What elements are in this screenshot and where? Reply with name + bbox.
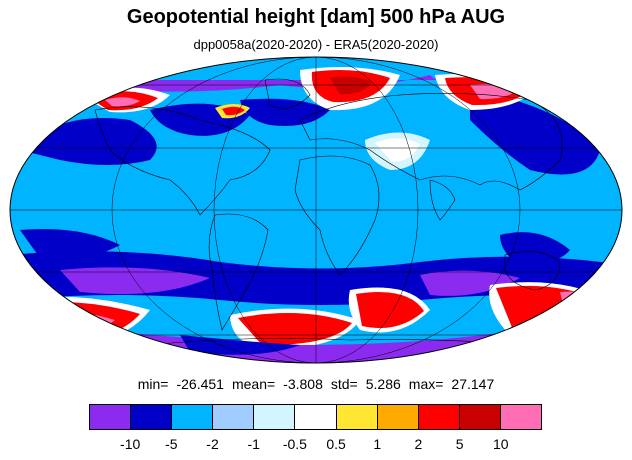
stat-min-label: min= [137, 376, 169, 392]
coastline-eurasia [299, 93, 563, 191]
anomaly-region-alaska-high-peak [105, 97, 140, 107]
map-subtitle: dpp0058a(2020-2020) - ERA5(2020-2020) [193, 37, 439, 52]
colorbar-swatch-0 [90, 405, 132, 429]
globe-outline [9, 56, 623, 364]
stat-min-value: -26.451 [176, 376, 224, 392]
stat-mean-value: -3.808 [283, 376, 323, 392]
colorbar-swatch-2 [172, 405, 214, 429]
anomaly-region-eurasia-low [470, 90, 600, 175]
colorbar [89, 404, 542, 430]
statistics-line: min= -26.451 mean= -3.808 std= 5.286 max= 27.14… [0, 376, 632, 392]
stat-std-value: 5.286 [365, 376, 401, 392]
anomaly-region-n-atlantic-low [240, 98, 330, 126]
coastline-north-america [94, 106, 271, 216]
coastline-greenland [264, 78, 311, 109]
coastline-india [429, 179, 456, 221]
anomaly-region-antarctic-low-core [180, 335, 300, 355]
colorbar-swatch-7 [377, 405, 419, 429]
colorbar-tick-labels: -10 -5 -2 -1 -0.5 0.5 1 2 5 10 [89, 436, 542, 456]
coastline-africa [294, 155, 380, 276]
colorbar-tick-label: -0.5 [282, 436, 307, 452]
stat-std-label: std= [330, 376, 358, 392]
colorbar-tick-label: 10 [493, 436, 509, 452]
colorbar-tick-label: 1 [373, 436, 382, 452]
stat-mean-label: mean= [231, 376, 276, 392]
colorbar-tick-label: 2 [414, 436, 423, 452]
colorbar-tick-label: -5 [165, 436, 178, 452]
anomaly-region-mideast-high-core [375, 138, 420, 162]
colorbar-swatch-1 [131, 405, 173, 429]
colorbar-tick-label: 0.5 [326, 436, 346, 452]
colorbar-swatch-8 [418, 405, 460, 429]
colorbar-swatch-9 [459, 405, 501, 429]
stat-max-value: 27.147 [451, 376, 495, 392]
anomaly-region-tropical-low-east [500, 232, 570, 264]
anomaly-region-southern-low-core-east [420, 270, 520, 296]
coastline-australia [504, 250, 561, 291]
anomaly-region-australia-high-core [496, 285, 603, 331]
graticule [10, 57, 622, 363]
anomaly-region-s-atlantic-high-core [238, 313, 352, 346]
anomaly-region-australia-high-peak [560, 291, 605, 313]
colorbar-swatch-3 [213, 405, 255, 429]
anomaly-region-s-indian-high-core [356, 292, 424, 329]
colorbar-tick-label: -10 [120, 436, 141, 452]
colorbar-tick-label: -1 [247, 436, 260, 452]
anomaly-region-n-atlantic-high-peak [330, 76, 372, 95]
coastline-south-america [208, 213, 269, 331]
stat-max-label: max= [408, 376, 444, 392]
colorbar-swatch-4 [254, 405, 296, 429]
colorbar-tick-label: -2 [206, 436, 219, 452]
colorbar-tick-label: 5 [455, 436, 464, 452]
map-title: Geopotential height [dam] 500 hPa AUG [126, 6, 506, 28]
colorbar-swatch-10 [500, 405, 542, 429]
colorbar-swatch-5 [295, 405, 337, 429]
colorbar-swatch-6 [336, 405, 378, 429]
